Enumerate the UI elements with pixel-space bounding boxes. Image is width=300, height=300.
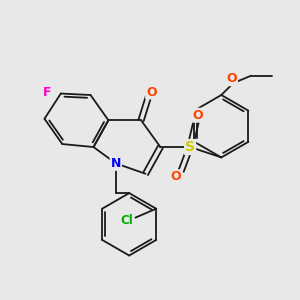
Text: O: O — [192, 109, 203, 122]
Text: O: O — [226, 72, 237, 85]
Text: F: F — [43, 85, 52, 98]
Text: Cl: Cl — [120, 214, 133, 227]
Text: N: N — [111, 157, 121, 170]
Text: S: S — [185, 140, 195, 154]
Text: O: O — [170, 170, 181, 183]
Text: O: O — [146, 85, 157, 98]
